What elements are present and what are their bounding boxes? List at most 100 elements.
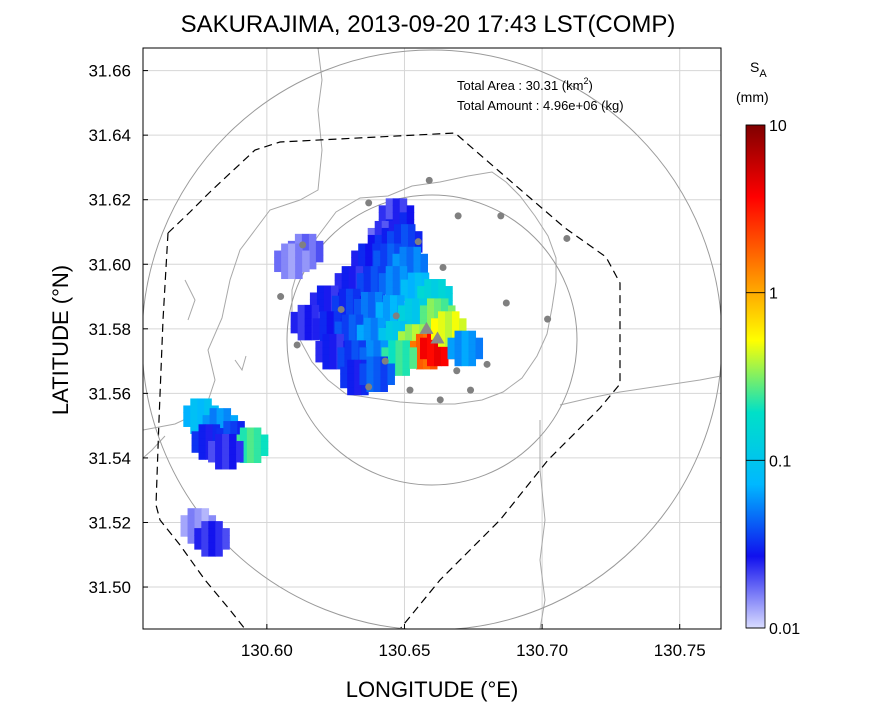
ash-cell — [386, 238, 395, 246]
ash-cell — [355, 266, 364, 274]
ash-cell — [204, 405, 212, 413]
ash-cell — [468, 337, 477, 346]
ash-cell — [361, 359, 369, 368]
ash-cell — [336, 333, 344, 342]
ash-cell — [180, 515, 189, 523]
ash-cell — [461, 330, 470, 339]
ash-cell — [337, 347, 345, 355]
ash-cell — [230, 428, 238, 436]
ash-cell — [438, 311, 446, 319]
ash-cell — [438, 332, 446, 340]
ash-cell — [459, 325, 467, 333]
ash-cell — [187, 522, 196, 530]
ash-cell — [215, 535, 223, 543]
ash-cell — [229, 433, 237, 442]
ash-cell — [290, 311, 299, 320]
ash-cell — [246, 455, 255, 464]
ash-cell — [375, 302, 384, 310]
ash-cell — [253, 427, 262, 436]
y-tick-label: 31.50 — [88, 578, 131, 597]
ash-cell — [215, 454, 223, 463]
ash-cell — [363, 287, 372, 295]
y-tick-label: 31.62 — [88, 191, 131, 210]
ash-cell — [374, 234, 383, 243]
colorbar-symbol: S — [750, 59, 759, 75]
ash-cell — [420, 312, 428, 320]
ash-cell — [363, 273, 372, 281]
ash-cell — [375, 309, 384, 317]
ash-cell — [420, 267, 428, 276]
ash-cell — [334, 280, 343, 288]
ash-cell — [475, 351, 484, 360]
ash-cell — [201, 549, 209, 557]
ash-cell — [297, 325, 306, 334]
colorbar-tick-label: 0.01 — [769, 621, 800, 638]
station-marker — [414, 238, 422, 246]
analysis-boundary — [155, 132, 621, 629]
ash-cell — [340, 366, 348, 375]
ash-cell — [397, 305, 406, 313]
ash-cell — [408, 340, 417, 349]
ash-cell — [345, 288, 354, 297]
ash-cell — [253, 448, 262, 457]
ash-cell — [373, 363, 381, 372]
ash-cell — [396, 295, 405, 303]
ash-cell — [223, 421, 231, 429]
ash-cell — [281, 264, 289, 273]
ash-cell — [397, 312, 406, 320]
ash-cell — [434, 305, 442, 313]
ash-cell — [385, 273, 394, 281]
ash-cell — [377, 317, 386, 326]
ash-cell — [198, 452, 207, 460]
ash-cell — [417, 293, 425, 301]
ash-cell — [215, 440, 223, 449]
colorbar-ticks: 10 1 0.1 0.01 — [746, 118, 800, 638]
ash-cell — [400, 286, 409, 295]
ash-cell — [260, 434, 269, 443]
ash-cell — [407, 286, 416, 295]
ash-cell — [288, 250, 296, 259]
ash-cell — [316, 285, 325, 293]
ash-cell — [388, 347, 396, 355]
ash-cell — [308, 254, 317, 263]
ash-cell — [389, 295, 398, 303]
ash-cell — [194, 535, 202, 543]
ash-cell — [201, 542, 209, 550]
ash-cell — [431, 293, 439, 301]
ash-cell — [424, 293, 432, 301]
inner-range-ring — [286, 194, 578, 486]
ash-cell — [208, 542, 216, 550]
ash-cell — [366, 340, 374, 348]
ash-cell — [381, 234, 390, 243]
ash-cell — [378, 328, 387, 336]
ash-cell — [399, 246, 407, 255]
ash-cell — [322, 340, 330, 349]
ash-cell — [348, 328, 357, 337]
ash-cell — [413, 246, 421, 255]
ash-cell — [378, 335, 387, 343]
ash-cell — [239, 448, 248, 457]
ash-cell — [380, 243, 388, 252]
ash-cell — [374, 220, 383, 229]
ash-cell — [191, 445, 200, 453]
ash-cell — [312, 332, 321, 340]
ash-cell — [395, 340, 403, 348]
ash-cell — [411, 298, 420, 306]
ash-cell — [216, 415, 225, 423]
ash-cell — [409, 361, 417, 369]
ash-cell — [381, 227, 390, 236]
ash-cell — [329, 361, 337, 370]
ash-cell — [338, 295, 347, 304]
ash-cell — [434, 358, 442, 367]
ash-cell — [378, 273, 387, 281]
ash-cell — [420, 260, 428, 269]
ash-cell — [392, 266, 401, 274]
ash-cell — [370, 273, 379, 281]
ash-cell — [232, 434, 241, 443]
ash-cell — [297, 304, 306, 313]
ash-cell — [304, 332, 313, 341]
ash-cell — [392, 212, 401, 220]
ash-cell — [404, 319, 413, 327]
ash-cell — [404, 331, 413, 339]
ash-cell — [363, 324, 372, 333]
